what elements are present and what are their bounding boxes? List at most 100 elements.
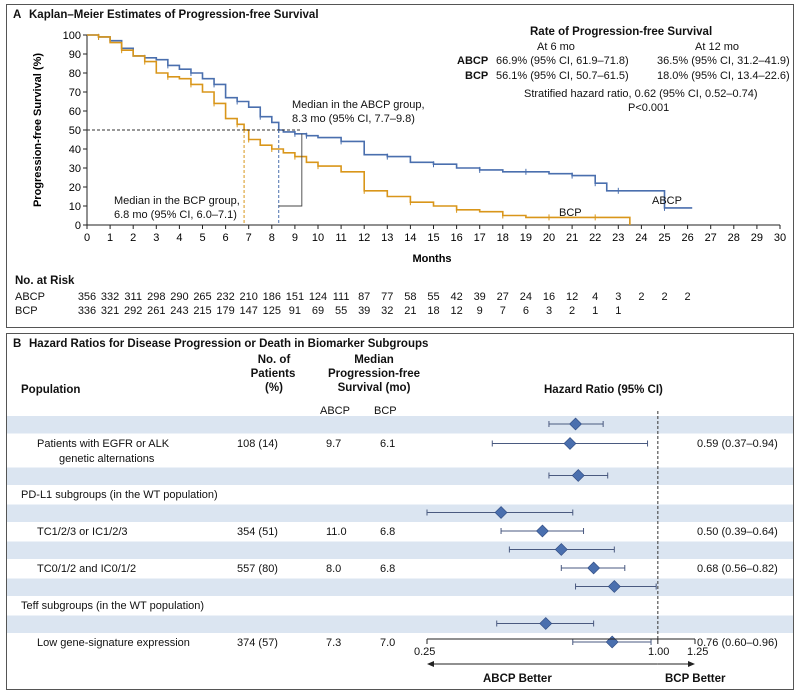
risk-count: 265 xyxy=(193,291,212,303)
risk-count: 6 xyxy=(522,305,529,317)
risk-count: 21 xyxy=(404,305,417,317)
km-xtick-label: 24 xyxy=(635,232,647,244)
risk-count: 12 xyxy=(450,305,463,317)
axis-label-100: 1.00 xyxy=(648,646,670,658)
risk-count: 1 xyxy=(592,305,599,317)
rate-abcp-label: ABCP xyxy=(457,55,489,67)
km-xtick-label: 25 xyxy=(658,232,670,244)
km-ytick-label: 40 xyxy=(69,144,81,156)
row-population: Patients with EGFR or ALK xyxy=(37,437,170,450)
risk-count: 2 xyxy=(638,291,645,303)
median-abcp-line1: Median in the ABCP group, xyxy=(292,99,425,111)
risk-count: 298 xyxy=(147,291,166,303)
rate-at12: At 12 mo xyxy=(695,41,740,53)
col-hr: Hazard Ratio (95% CI) xyxy=(544,384,663,396)
km-ytick-label: 60 xyxy=(69,106,81,118)
risk-count: 332 xyxy=(100,291,120,303)
risk-count: 311 xyxy=(124,291,142,303)
km-xtick-label: 3 xyxy=(153,232,159,244)
km-xtick-label: 30 xyxy=(774,232,786,244)
panel-b-letter: B xyxy=(13,338,22,350)
km-xtick-label: 19 xyxy=(520,232,532,244)
km-xtick-label: 23 xyxy=(612,232,624,244)
risk-count: 125 xyxy=(262,305,281,317)
risk-count: 261 xyxy=(147,305,166,317)
curve-label-bcp: BCP xyxy=(559,207,582,219)
km-ytick-label: 30 xyxy=(69,163,81,175)
row-population: TC0/1/2 and IC0/1/2 xyxy=(37,563,137,575)
risk-count: 186 xyxy=(262,291,281,303)
row-median-abcp: 11.0 xyxy=(326,526,347,538)
hr-diamond xyxy=(494,506,508,519)
median-bcp-line1: Median in the BCP group, xyxy=(114,195,240,207)
hazard-ratio-text: Stratified hazard ratio, 0.62 (95% CI, 0… xyxy=(524,88,758,100)
risk-count: 4 xyxy=(592,291,599,303)
km-xtick-label: 20 xyxy=(543,232,555,244)
hr-diamond xyxy=(571,469,585,482)
row-patients: 354 (51) xyxy=(237,526,278,538)
km-ytick-label: 10 xyxy=(69,201,81,213)
risk-count: 2 xyxy=(684,291,691,303)
row-median-bcp: 6.8 xyxy=(380,526,396,538)
col-abcp: ABCP xyxy=(320,405,350,417)
risk-count: 24 xyxy=(519,291,533,303)
row-hr-text: 0.68 (0.56–0.82) xyxy=(697,563,778,575)
km-xtick-label: 12 xyxy=(358,232,370,244)
risk-title: No. at Risk xyxy=(15,275,75,287)
rate-at6: At 6 mo xyxy=(537,41,575,53)
row-stripe xyxy=(7,541,793,559)
km-ytick-label: 70 xyxy=(69,87,81,99)
row-median-bcp: 7.0 xyxy=(380,637,396,649)
risk-count: 39 xyxy=(358,305,371,317)
rate-title: Rate of Progression-free Survival xyxy=(530,26,713,38)
km-xtick-label: 7 xyxy=(246,232,252,244)
row-stripe xyxy=(7,578,793,596)
abcp-better-arrowhead xyxy=(427,661,434,667)
row-population: Low gene-signature expression xyxy=(37,637,190,649)
km-xtick-label: 6 xyxy=(223,232,229,244)
risk-count: 151 xyxy=(285,291,305,303)
row-population: PD-L1 subgroups (in the WT population) xyxy=(21,489,218,501)
row-population-line2: genetic alternations xyxy=(59,452,155,465)
col-med-line2: Progression-free xyxy=(327,368,421,380)
abcp-better-label: ABCP Better xyxy=(483,673,552,685)
risk-count: 77 xyxy=(381,291,394,303)
risk-count: 12 xyxy=(565,291,579,303)
panel-a-letter: A xyxy=(13,9,22,21)
bcp-better-label: BCP Better xyxy=(665,673,726,685)
rate-abcp-12: 36.5% (95% CI, 31.2–41.9) xyxy=(657,55,790,67)
risk-count: 321 xyxy=(100,305,120,317)
col-no-line2: Patients xyxy=(250,368,296,380)
km-ytick-label: 0 xyxy=(75,220,81,232)
km-xtick-label: 9 xyxy=(292,232,298,244)
rate-abcp-6: 66.9% (95% CI, 61.9–71.8) xyxy=(496,55,629,67)
hr-diamond xyxy=(563,437,577,450)
row-median-abcp: 7.3 xyxy=(326,637,342,649)
row-patients: 108 (14) xyxy=(237,437,278,450)
km-xtick-label: 29 xyxy=(751,232,763,244)
km-chart: Progression-free Survival (%) Months 010… xyxy=(32,30,786,265)
risk-count: 16 xyxy=(542,291,556,303)
risk-count: 32 xyxy=(381,305,394,317)
hr-diamond xyxy=(569,417,582,431)
risk-count: 18 xyxy=(427,305,440,317)
risk-count: 179 xyxy=(216,305,235,317)
rate-bcp-12: 18.0% (95% CI, 13.4–22.6) xyxy=(657,70,790,82)
risk-count: 27 xyxy=(496,291,509,303)
curve-label-abcp: ABCP xyxy=(652,195,682,207)
km-xlabel: Months xyxy=(412,253,451,265)
col-med-line1: Median xyxy=(354,354,394,366)
risk-count: 147 xyxy=(239,305,258,317)
axis-label-025: 0.25 xyxy=(414,646,436,658)
row-patients: 557 (80) xyxy=(237,563,278,575)
km-xtick-label: 1 xyxy=(107,232,113,244)
km-ytick-label: 100 xyxy=(63,30,81,42)
km-xtick-label: 4 xyxy=(176,232,182,244)
hr-diamond xyxy=(535,524,549,538)
risk-count: 124 xyxy=(308,291,328,303)
hr-diamond xyxy=(607,580,621,593)
km-xtick-label: 22 xyxy=(589,232,601,244)
km-xtick-label: 14 xyxy=(404,232,416,244)
row-population: Teff subgroups (in the WT population) xyxy=(21,600,205,612)
risk-count: 336 xyxy=(77,305,97,317)
